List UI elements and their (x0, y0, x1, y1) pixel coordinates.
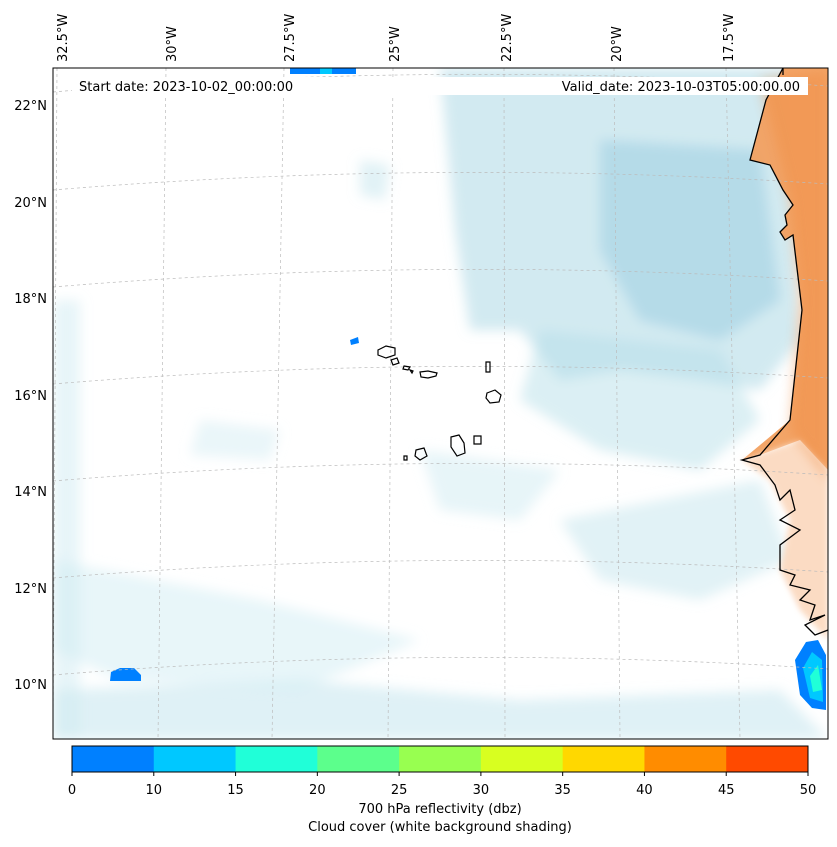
colorbar-segment (726, 746, 809, 772)
colorbar-tick-label: 30 (473, 783, 490, 798)
map-border (52, 67, 829, 740)
colorbar-segment (317, 746, 400, 772)
lon-label: 27.5°W (283, 14, 298, 62)
colorbar-tick-label: 20 (309, 783, 326, 798)
longitude-labels: 32.5°W 30°W 27.5°W 25°W 22.5°W 20°W 17.5°W (56, 14, 737, 62)
lat-label: 16°N (14, 389, 47, 404)
colorbar-segment (153, 746, 237, 772)
lat-label: 10°N (14, 678, 47, 693)
lon-label: 22.5°W (500, 14, 515, 62)
cloud-cover-shading (53, 68, 828, 739)
colorbar-segment (72, 746, 155, 772)
date-banner (72, 77, 808, 95)
colorbar-border (71, 745, 809, 773)
reflectivity-shading (110, 68, 826, 710)
lat-label: 18°N (14, 292, 47, 307)
map-gridlines (53, 68, 828, 739)
colorbar-tick-label: 45 (718, 783, 735, 798)
colorbar-segment (480, 746, 564, 772)
colorbar-tick-label: 50 (800, 783, 817, 798)
colorbar-tick-label: 15 (227, 783, 244, 798)
lon-label: 17.5°W (722, 14, 737, 62)
lon-label: 30°W (165, 26, 180, 62)
start-date-label: Start date: 2023-10-02_00:00:00 (79, 80, 293, 95)
colorbar-label: 700 hPa reflectivity (dbz) (358, 802, 521, 817)
cape-verde-islands (377, 345, 502, 461)
lat-label: 22°N (14, 99, 47, 114)
lat-label: 12°N (14, 582, 47, 597)
colorbar-segment (562, 746, 645, 772)
lat-label: 20°N (14, 196, 47, 211)
latitude-labels: 22°N 20°N 18°N 16°N 14°N 12°N 10°N (14, 99, 47, 693)
map-panel: Start date: 2023-10-02_00:00:00 Valid_da… (53, 68, 828, 739)
colorbar-segment (235, 746, 318, 772)
lon-label: 25°W (388, 26, 403, 62)
valid-date-label: Valid_date: 2023-10-03T05:00:00.00 (562, 80, 800, 95)
colorbar-tick-label: 40 (636, 783, 653, 798)
lon-label: 20°W (610, 26, 625, 62)
coastlines (739, 68, 828, 636)
land-shading (742, 68, 828, 640)
colorbar-segment (644, 746, 727, 772)
colorbar-tick-label: 35 (554, 783, 571, 798)
lon-label: 32.5°W (56, 14, 71, 62)
colorbar-tick-label: 10 (146, 783, 163, 798)
colorbar-tick-label: 25 (391, 783, 408, 798)
colorbar-tick-label: 0 (68, 783, 76, 798)
colorbar-sublabel: Cloud cover (white background shading) (308, 820, 572, 835)
colorbar-segment (399, 746, 482, 772)
lat-label: 14°N (14, 485, 47, 500)
colorbar: 0 10 15 20 25 30 35 40 45 50 (68, 745, 817, 798)
